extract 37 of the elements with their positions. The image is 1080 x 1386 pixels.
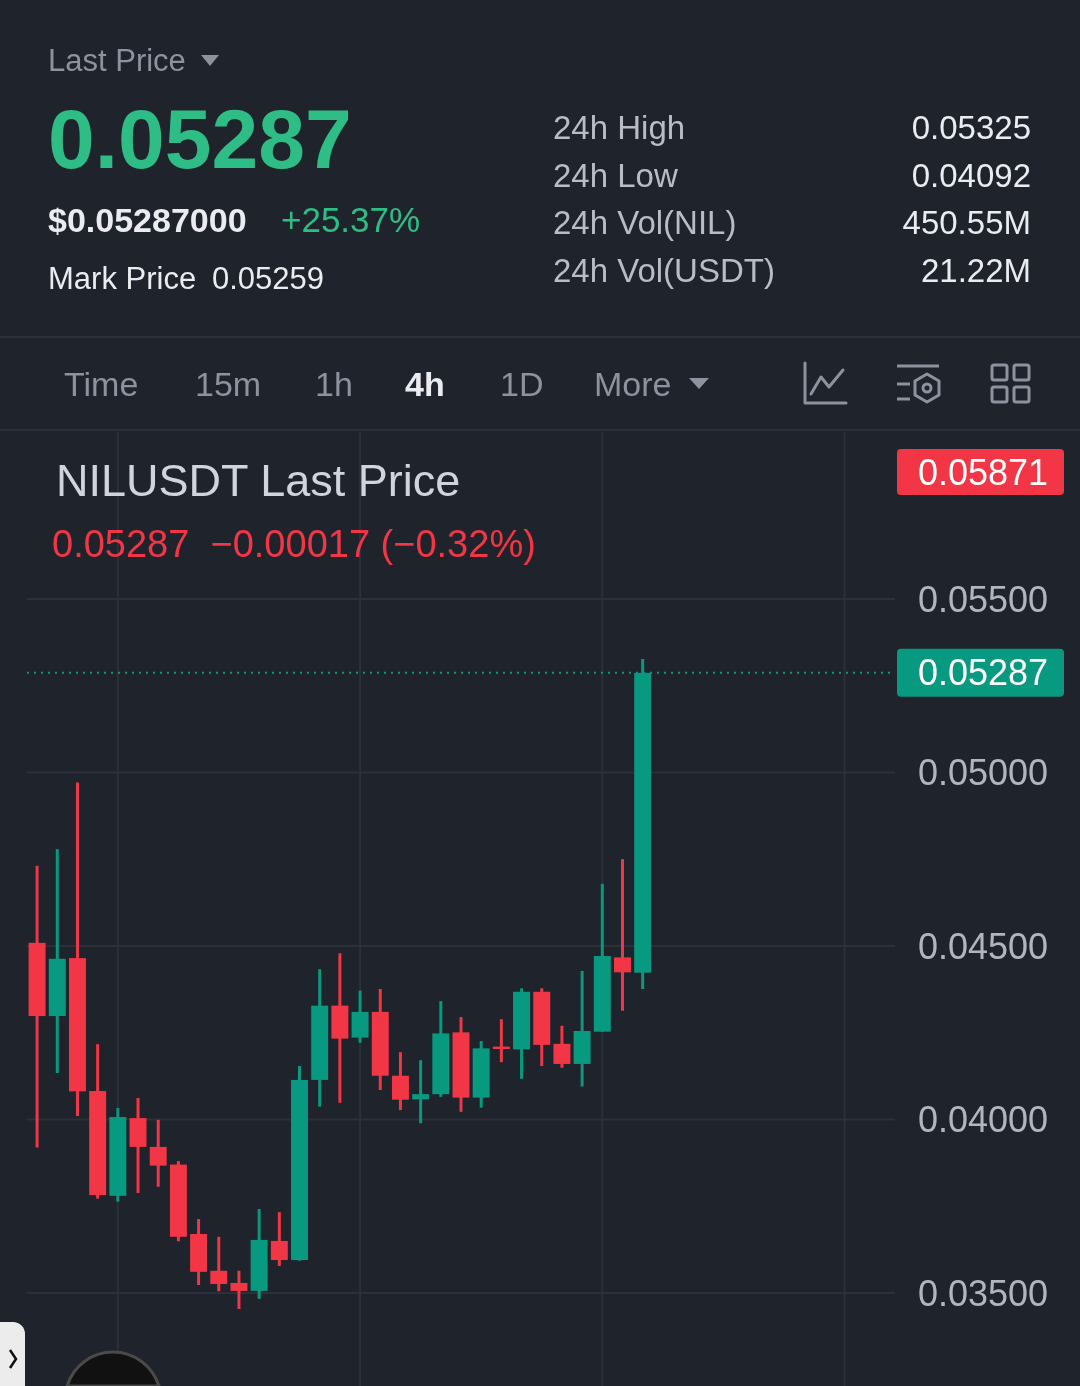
text: 0.05325 xyxy=(911,109,1031,146)
candlestick xyxy=(270,1212,288,1266)
text: 24h Vol(NIL) xyxy=(553,204,737,241)
text: 24h Low xyxy=(553,157,678,194)
y-tick-label: 0.04500 xyxy=(918,925,1049,967)
text: 24h High xyxy=(553,109,686,146)
text: 21.22M xyxy=(920,252,1031,289)
text: +25.37% xyxy=(281,200,421,239)
text: Last Price xyxy=(48,43,186,78)
text: 0.05259 xyxy=(212,261,325,296)
candlestick xyxy=(391,1052,409,1112)
text: NILUSDT Last Price xyxy=(56,455,461,506)
candlestick xyxy=(210,1235,228,1292)
text: 450.55M xyxy=(902,204,1031,241)
text: 1h xyxy=(315,365,353,403)
y-tick-label: 0.05500 xyxy=(918,578,1049,620)
text: More xyxy=(594,365,672,403)
text: 1D xyxy=(500,365,544,403)
text: 0.05287 −0.00017 (−0.32%) xyxy=(52,523,536,565)
text: Mark Price xyxy=(48,261,197,296)
candlestick xyxy=(614,859,631,1011)
y-tick-label: 0.04000 xyxy=(918,1099,1049,1141)
y-tick-label: 0.05000 xyxy=(918,752,1049,794)
text: 0.04092 xyxy=(911,157,1031,194)
candlestick xyxy=(553,1024,571,1068)
text: 24h Vol(USDT) xyxy=(553,252,775,289)
ref-line-label: 0.05287 xyxy=(918,652,1049,694)
text: 4h xyxy=(405,365,445,403)
text: 0.05287 xyxy=(48,92,352,186)
text: Time xyxy=(64,365,139,403)
text: 0.05871 xyxy=(918,451,1049,493)
candlestick xyxy=(412,1060,430,1124)
y-tick-label: 0.03500 xyxy=(918,1272,1049,1314)
text: 15m xyxy=(195,365,262,403)
text: $0.05287000 xyxy=(48,201,247,239)
candlestick xyxy=(149,1118,167,1187)
candlestick xyxy=(230,1269,248,1309)
